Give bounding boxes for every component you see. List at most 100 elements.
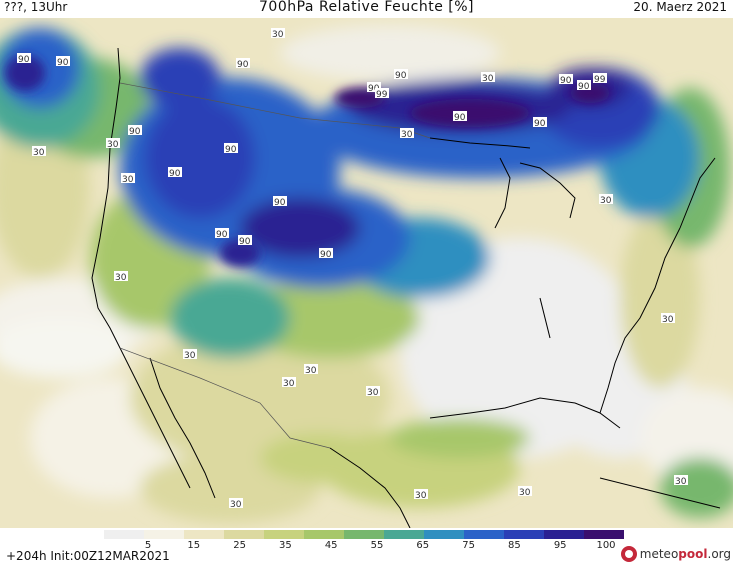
header-bar: ???, 13Uhr 700hPa Relative Feuchte [%] 2… xyxy=(0,0,733,20)
contour-label: 30 xyxy=(366,386,380,398)
contour-label: 30 xyxy=(114,271,128,283)
svg-text:30: 30 xyxy=(283,379,295,389)
svg-text:90: 90 xyxy=(216,230,228,240)
humidity-map[interactable]: 90 90 30 90 90 90 90 99 90 30 90 90 30 9… xyxy=(0,18,733,528)
scale-swatch xyxy=(264,530,304,539)
svg-text:30: 30 xyxy=(305,366,317,376)
svg-text:30: 30 xyxy=(367,388,379,398)
svg-text:30: 30 xyxy=(401,130,413,140)
contour-label: 30 xyxy=(32,146,46,158)
scale-tick: 55 xyxy=(370,540,384,551)
svg-text:30: 30 xyxy=(122,175,134,185)
svg-text:90: 90 xyxy=(225,145,237,155)
map-canvas: 90 90 30 90 90 90 90 99 90 30 90 90 30 9… xyxy=(0,18,733,528)
scale-tick: 15 xyxy=(187,540,201,551)
contour-label: 90 xyxy=(453,111,467,123)
scale-swatch xyxy=(304,530,344,539)
logo-text-c: .org xyxy=(707,547,732,561)
scale-swatch xyxy=(384,530,424,539)
contour-label: 30 xyxy=(518,486,532,498)
scale-swatch xyxy=(584,530,624,539)
contour-label: 30 xyxy=(599,194,613,206)
svg-text:30: 30 xyxy=(184,351,196,361)
contour-label: 30 xyxy=(414,489,428,501)
svg-text:99: 99 xyxy=(376,90,388,100)
scale-swatch xyxy=(104,530,144,539)
logo-icon xyxy=(620,546,637,562)
scale-tick: 100 xyxy=(596,540,616,551)
contour-label: 30 xyxy=(481,72,495,84)
contour-label: 90 xyxy=(224,143,238,155)
logo-text-a: meteo xyxy=(639,547,679,561)
svg-text:30: 30 xyxy=(230,500,242,510)
scale-swatch xyxy=(464,530,504,539)
contour-label: 30 xyxy=(183,349,197,361)
scale-swatch xyxy=(424,530,464,539)
contour-label: 90 xyxy=(394,69,408,81)
contour-label: 90 xyxy=(319,248,333,260)
scale-tick: 45 xyxy=(324,540,338,551)
svg-text:30: 30 xyxy=(482,74,494,84)
svg-text:90: 90 xyxy=(169,169,181,179)
valid-date: 20. Maerz 2021 xyxy=(633,0,727,14)
scale-tick: 25 xyxy=(233,540,246,551)
legend-area: 5 15 25 35 45 55 65 75 85 95 100 +204h Init:00Z12M… xyxy=(0,528,733,566)
svg-text:90: 90 xyxy=(534,119,546,129)
svg-text:90: 90 xyxy=(560,76,572,86)
contour-label: 30 xyxy=(271,28,285,40)
svg-text:90: 90 xyxy=(395,71,407,81)
svg-text:90: 90 xyxy=(578,82,590,92)
contour-label: 30 xyxy=(121,173,135,185)
contour-label: 90 xyxy=(168,167,182,179)
scale-tick: 85 xyxy=(508,540,521,551)
color-scale-bar xyxy=(104,530,624,539)
meteopool-logo[interactable]: meteo pool .org xyxy=(620,546,732,562)
scale-tick: 5 xyxy=(144,540,152,551)
contour-label: 90 xyxy=(577,80,591,92)
contour-labels: 90 90 30 90 90 90 90 99 90 30 90 90 30 9… xyxy=(17,28,688,510)
contour-label: 90 xyxy=(367,82,381,94)
scale-swatch xyxy=(504,530,544,539)
contour-label: 90 xyxy=(533,117,547,129)
logo-text-b: pool xyxy=(678,547,708,561)
contour-label: 99 xyxy=(593,73,607,85)
svg-text:90: 90 xyxy=(368,84,380,94)
scale-swatch xyxy=(224,530,264,539)
contour-label: 90 xyxy=(236,58,250,70)
contour-label: 30 xyxy=(674,475,688,487)
contour-label: 90 xyxy=(238,235,252,247)
svg-text:90: 90 xyxy=(239,237,251,247)
contour-label: 30 xyxy=(282,377,296,389)
svg-text:90: 90 xyxy=(274,198,286,208)
color-scale-ticks: 5 15 25 35 45 55 65 75 85 95 100 xyxy=(104,540,624,552)
scale-swatch xyxy=(184,530,224,539)
scale-tick: 75 xyxy=(462,540,475,551)
scale-swatch xyxy=(144,530,184,539)
scale-tick: 35 xyxy=(279,540,292,551)
svg-text:30: 30 xyxy=(675,477,687,487)
contour-label: 90 xyxy=(559,74,573,86)
svg-text:30: 30 xyxy=(107,140,119,150)
svg-text:30: 30 xyxy=(600,196,612,206)
scale-swatch xyxy=(544,530,584,539)
contour-label: 90 xyxy=(215,228,229,240)
svg-text:90: 90 xyxy=(129,127,141,137)
svg-text:30: 30 xyxy=(662,315,674,325)
svg-text:90: 90 xyxy=(454,113,466,123)
contour-label: 90 xyxy=(273,196,287,208)
scale-tick: 95 xyxy=(553,540,567,551)
contour-label: 99 xyxy=(375,88,389,100)
forecast-day-label: ???, 13Uhr xyxy=(4,0,68,14)
scale-swatch xyxy=(344,530,384,539)
coastlines xyxy=(91,47,721,528)
contour-label: 90 xyxy=(17,53,31,65)
svg-text:90: 90 xyxy=(237,60,249,70)
contour-label: 90 xyxy=(128,125,142,137)
svg-text:30: 30 xyxy=(519,488,531,498)
svg-text:30: 30 xyxy=(272,30,284,40)
svg-text:90: 90 xyxy=(18,55,30,65)
svg-text:30: 30 xyxy=(33,148,45,158)
svg-text:90: 90 xyxy=(320,250,332,260)
humidity-cores xyxy=(5,55,610,267)
contour-label: 30 xyxy=(661,313,675,325)
